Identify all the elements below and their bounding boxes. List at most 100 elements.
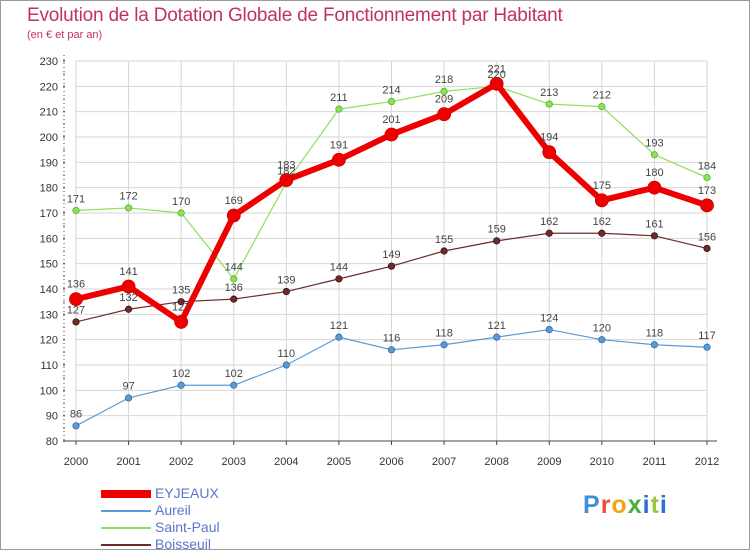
- data-label-saint-paul: 172: [119, 191, 137, 203]
- point-aureil: [703, 343, 711, 351]
- data-label-boisseuil: 136: [225, 282, 243, 294]
- data-label-saint-paul: 171: [67, 193, 85, 205]
- point-eyjeaux: [69, 292, 83, 307]
- data-label-boisseuil: 139: [277, 274, 295, 286]
- data-label-eyjeaux: 183: [277, 160, 295, 172]
- data-label-eyjeaux: 175: [593, 180, 611, 192]
- data-label-saint-paul: 212: [593, 89, 611, 101]
- legend-item-aureil: Aureil: [101, 502, 261, 519]
- x-tick-label: 2003: [222, 456, 246, 468]
- data-label-boisseuil: 162: [540, 216, 558, 228]
- y-tick-label: 90: [46, 411, 58, 423]
- y-tick-label: 150: [40, 259, 58, 271]
- data-label-saint-paul: 193: [645, 138, 663, 150]
- data-label-aureil: 86: [70, 409, 82, 421]
- data-labels: 127 132 135 136 139 144 149 155 159 162 162 161 156 8…: [67, 63, 716, 420]
- data-label-eyjeaux: 201: [382, 114, 400, 126]
- y-tick-label: 130: [40, 309, 58, 321]
- data-label-aureil: 121: [487, 320, 505, 332]
- point-eyjeaux: [226, 208, 241, 223]
- point-aureil: [545, 325, 553, 334]
- data-label-eyjeaux: 180: [645, 167, 663, 179]
- point-boisseuil: [177, 298, 185, 306]
- point-eyjeaux: [542, 145, 557, 160]
- data-label-aureil: 124: [540, 312, 558, 324]
- y-minor-mark: [63, 85, 65, 88]
- data-label-saint-paul: 220: [487, 69, 505, 81]
- x-tick-label: 2006: [379, 456, 403, 468]
- y-tick-label: 190: [40, 157, 58, 169]
- y-minor-mark: [63, 136, 65, 138]
- x-tick-label: 2000: [64, 456, 88, 468]
- point-eyjeaux: [489, 76, 504, 91]
- x-tick-label: 2011: [643, 456, 667, 468]
- data-label-boisseuil: 132: [119, 292, 137, 304]
- point-saint-paul: [230, 275, 238, 283]
- point-saint-paul: [703, 173, 711, 182]
- point-boisseuil: [598, 229, 606, 237]
- y-minor-mark: [63, 224, 65, 227]
- x-tick-label: 2001: [116, 456, 140, 468]
- x-tick-label: 2009: [537, 456, 561, 468]
- point-eyjeaux: [594, 193, 609, 208]
- data-label-aureil: 102: [172, 368, 190, 380]
- data-label-aureil: 121: [330, 320, 348, 332]
- x-tick-label: 2010: [590, 456, 614, 468]
- point-eyjeaux: [437, 107, 451, 122]
- point-aureil: [230, 381, 238, 389]
- legend-label-saint-paul: Saint-Paul: [155, 519, 220, 535]
- data-label-eyjeaux: 141: [119, 266, 137, 278]
- point-saint-paul: [650, 151, 659, 159]
- x-tick-label: 2004: [274, 456, 298, 468]
- data-label-saint-paul: 218: [435, 74, 453, 86]
- data-label-aureil: 117: [698, 330, 716, 342]
- point-boisseuil: [703, 244, 711, 253]
- point-boisseuil: [230, 295, 238, 303]
- data-label-boisseuil: 155: [435, 234, 453, 246]
- legend-swatch-boisseuil: [101, 544, 151, 546]
- data-label-boisseuil: 162: [593, 216, 611, 228]
- y-minor-mark: [63, 389, 65, 392]
- legend-item-saint-paul: Saint-Paul: [101, 519, 261, 536]
- data-label-boisseuil: 161: [645, 219, 663, 231]
- y-minor-mark: [63, 60, 65, 62]
- point-boisseuil: [545, 229, 553, 237]
- point-eyjeaux: [647, 180, 662, 195]
- point-boisseuil: [124, 305, 133, 313]
- data-label-saint-paul: 170: [172, 196, 190, 208]
- chart-title: Evolution de la Dotation Globale de Fonc…: [27, 5, 563, 26]
- y-minor-mark: [63, 148, 65, 151]
- point-aureil: [493, 333, 501, 341]
- data-label-boisseuil: 135: [172, 284, 190, 296]
- y-minor-mark: [63, 313, 65, 316]
- point-saint-paul: [72, 206, 80, 215]
- data-label-eyjeaux: 169: [225, 195, 243, 207]
- data-label-saint-paul: 184: [698, 160, 716, 172]
- data-label-boisseuil: 159: [487, 224, 505, 236]
- point-boisseuil: [72, 318, 80, 326]
- point-saint-paul: [598, 103, 606, 111]
- y-tick-label: 230: [40, 56, 58, 68]
- chart-subtitle: (en € et par an): [27, 29, 103, 41]
- legend-label-boisseuil: Boisseuil: [155, 536, 212, 552]
- data-label-saint-paul: 211: [330, 92, 348, 104]
- point-saint-paul: [440, 87, 448, 96]
- data-label-boisseuil: 144: [330, 262, 348, 274]
- data-label-boisseuil: 149: [382, 249, 400, 261]
- point-aureil: [387, 346, 396, 354]
- y-minor-mark: [63, 161, 65, 164]
- y-tick-label: 120: [40, 335, 58, 347]
- point-boisseuil: [650, 232, 659, 240]
- point-eyjeaux: [174, 315, 189, 329]
- point-aureil: [598, 336, 606, 344]
- y-tick-label: 180: [40, 183, 58, 195]
- y-tick-label: 110: [40, 360, 58, 372]
- legend-swatch-eyjeaux: [101, 490, 151, 498]
- data-label-saint-paul: 213: [540, 87, 558, 99]
- point-eyjeaux: [700, 198, 714, 213]
- proxiti-logo: Proxiti: [583, 491, 668, 519]
- point-boisseuil: [440, 247, 448, 255]
- data-label-aureil: 97: [122, 381, 134, 393]
- legend-item-boisseuil: Boisseuil: [101, 536, 261, 553]
